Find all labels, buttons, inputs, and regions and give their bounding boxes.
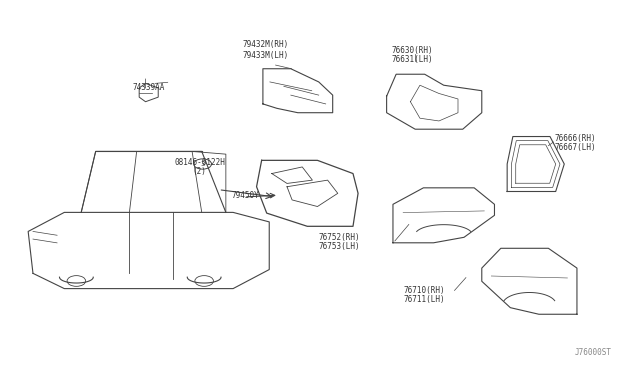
Text: 76667(LH): 76667(LH)	[555, 143, 596, 152]
Text: 76753(LH): 76753(LH)	[318, 242, 360, 251]
Text: 76666(RH): 76666(RH)	[555, 134, 596, 143]
Text: 79450Y: 79450Y	[231, 191, 259, 200]
Text: 76752(RH): 76752(RH)	[318, 233, 360, 242]
Text: 79432M(RH): 79432M(RH)	[243, 41, 289, 49]
Text: 76630(RH): 76630(RH)	[391, 46, 433, 55]
Text: 79433M(LH): 79433M(LH)	[243, 51, 289, 60]
Text: 76710(RH): 76710(RH)	[404, 286, 445, 295]
Text: 08146-6122H: 08146-6122H	[174, 158, 225, 167]
Text: 76631(LH): 76631(LH)	[391, 55, 433, 64]
Text: 74339AA: 74339AA	[132, 83, 165, 92]
Text: J76000ST: J76000ST	[575, 348, 612, 357]
Text: (2): (2)	[193, 167, 206, 176]
Text: 76711(LH): 76711(LH)	[404, 295, 445, 304]
Text: 3: 3	[200, 161, 205, 167]
